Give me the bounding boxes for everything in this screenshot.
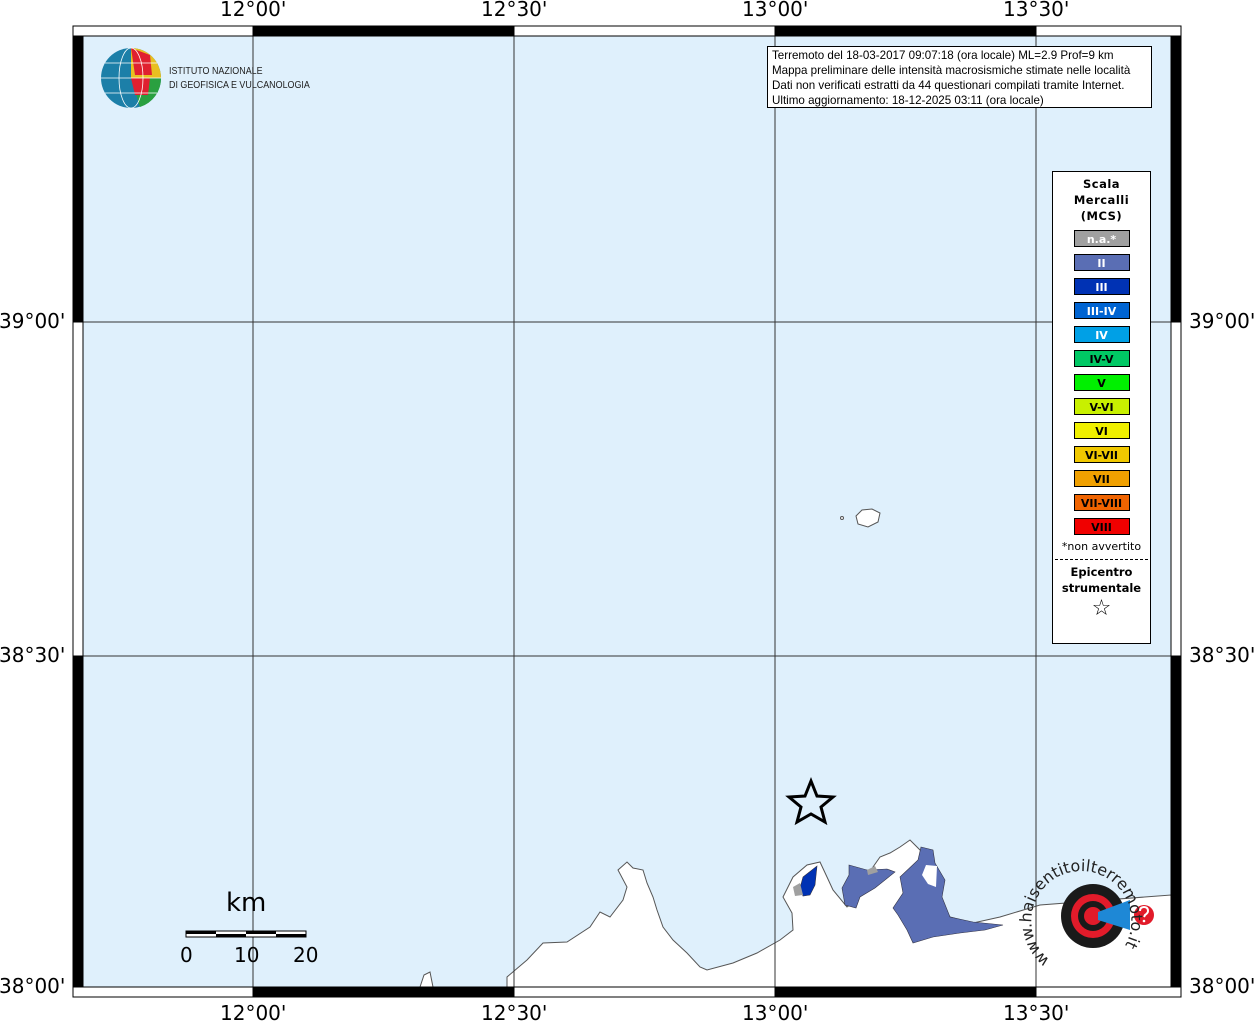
x-tick-label: 12°30' (481, 1001, 548, 1025)
islet (840, 516, 844, 520)
x-tick-label: 13°00' (742, 0, 809, 21)
legend-item-iii-iv: III-IV (1073, 302, 1130, 319)
legend-item-v-vi: V-VI (1073, 398, 1130, 415)
intensity-legend: Scala Mercalli (MCS) n.a.* II III III-IV IV I… (1052, 171, 1151, 644)
legend-item-ii: II (1073, 254, 1130, 271)
info-line: Terremoto del 18-03-2017 09:07:18 (ora l… (772, 49, 1114, 62)
x-tick-label: 13°00' (742, 1001, 809, 1025)
legend-item-iv-v: IV-V (1073, 350, 1130, 367)
sea-area (83, 36, 1171, 987)
x-tick-label: 13°30' (1003, 1001, 1070, 1025)
ingv-line: ISTITUTO NAZIONALE (169, 65, 263, 77)
y-tick-label: 38°00' (0, 974, 66, 998)
info-line: Ultimo aggiornamento: 18-12-2025 03:11 (… (772, 94, 1044, 107)
scale-unit: km (226, 888, 267, 918)
intensity-area-na (793, 883, 803, 896)
y-tick-label: 38°00' (1189, 974, 1254, 998)
legend-item-vi: VI (1073, 422, 1130, 439)
y-tick-label: 38°30' (1189, 643, 1254, 667)
legend-item-n-a: n.a.* (1073, 230, 1130, 247)
scale-label: 20 (293, 943, 319, 967)
ingv-globe-logo (101, 47, 162, 109)
x-tick-label: 12°30' (481, 0, 548, 21)
legend-item-v: V (1073, 374, 1130, 391)
x-tick-label: 12°00' (220, 1001, 287, 1025)
legend-title-line: Scala (1082, 177, 1121, 191)
intensity-area-ii (841, 864, 896, 909)
legend-item-vi-vii: VI-VII (1073, 446, 1130, 463)
x-tick-label: 12°00' (220, 0, 287, 21)
legend-note: *non avvertito (1061, 540, 1142, 553)
epicenter-star-icon (785, 776, 837, 826)
epicenter-star-icon: ☆ (1091, 596, 1112, 621)
legend-item-vii: VII (1073, 470, 1130, 487)
scale-label: 10 (234, 943, 260, 967)
epicenter-legend-line: Epicentro (1070, 565, 1133, 579)
y-tick-label: 39°00' (0, 309, 66, 333)
legend-items: n.a.* II III III-IV IV IV-V V V-VI VI VI-VII VII VI… (1053, 230, 1150, 535)
ingv-line: DI GEOFISICA E VULCANOLOGIA (169, 79, 310, 91)
question-mark-icon (1134, 905, 1154, 925)
legend-divider (1055, 559, 1148, 560)
scale-label: 0 (180, 943, 193, 967)
graticule (83, 36, 1171, 987)
event-info-box: Terremoto del 18-03-2017 09:07:18 (ora l… (767, 46, 1152, 108)
legend-item-iv: IV (1073, 326, 1130, 343)
epicenter-legend-title: Epicentro strumentale (1053, 564, 1150, 596)
x-tick-label: 13°30' (1003, 0, 1070, 21)
info-line: Dati non verificati estratti da 44 quest… (772, 79, 1125, 92)
y-tick-label: 38°30' (0, 643, 66, 667)
legend-item-viii: VIII (1073, 518, 1130, 535)
epicenter-legend-line: strumentale (1061, 581, 1142, 595)
legend-title-line: (MCS) (1080, 209, 1123, 223)
intensity-area-ii-hole (922, 865, 937, 887)
info-line: Mappa preliminare delle intensità macros… (772, 64, 1131, 77)
intensity-area-ii (892, 846, 1004, 944)
map-frame (72, 25, 1182, 998)
legend-item-iii: III (1073, 278, 1130, 295)
y-tick-label: 39°00' (1189, 309, 1254, 333)
island-ustica (855, 508, 881, 528)
ingv-name: ISTITUTO NAZIONALE DI GEOFISICA E VULCAN… (169, 64, 310, 92)
legend-item-vii-viii: VII-VIII (1073, 494, 1130, 511)
scale-bar (185, 930, 307, 938)
intensity-area-na (867, 866, 878, 875)
legend-title-line: Mercalli (1073, 193, 1130, 207)
legend-title: Scala Mercalli (MCS) (1053, 176, 1150, 224)
